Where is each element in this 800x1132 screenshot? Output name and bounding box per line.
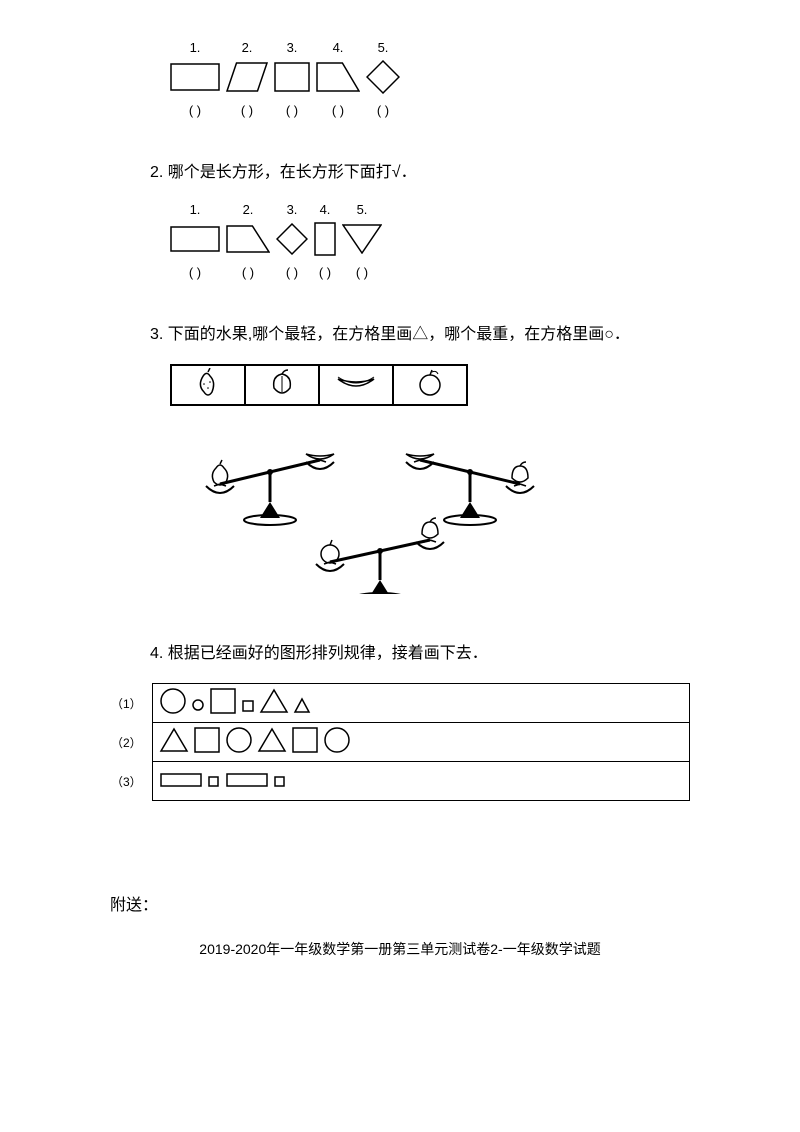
pattern-shape: [291, 726, 319, 759]
fruit-cell-peach: [245, 365, 319, 405]
question-2: 2. 哪个是长方形，在长方形下面打√． 1. ( ) 2. ( ) 3. ( )…: [110, 158, 690, 280]
shape-number: 2.: [226, 40, 268, 55]
answer-blank: ( ): [226, 103, 268, 118]
answer-blank: ( ): [170, 265, 220, 280]
pattern-shape: [241, 687, 255, 720]
answer-blank: ( ): [274, 103, 310, 118]
pattern-shape: [207, 765, 221, 798]
pattern-shape: [193, 726, 221, 759]
pattern-row-label: （2）: [110, 723, 153, 762]
attachment-title: 2019-2020年一年级数学第一册第三单元测试卷2-一年级数学试题: [110, 939, 690, 959]
fruit-grid: [170, 364, 468, 406]
question-4-text: 4. 根据已经画好的图形排列规律，接着画下去．: [150, 639, 690, 663]
shape-item: 4. ( ): [314, 202, 336, 280]
answer-blank: ( ): [316, 103, 360, 118]
shape-icon: [226, 221, 270, 257]
question-4: 4. 根据已经画好的图形排列规律，接着画下去． （1）（2）（3）: [110, 639, 690, 801]
fruit-cell-banana: [319, 365, 393, 405]
pattern-table: （1）（2）（3）: [110, 683, 690, 801]
pattern-shape: [159, 765, 203, 798]
shape-item: 4. ( ): [316, 40, 360, 118]
pattern-shape: [191, 687, 205, 720]
shape-number: 4.: [314, 202, 336, 217]
shape-item: 3. ( ): [276, 202, 308, 280]
pattern-shape: [293, 687, 311, 720]
shape-number: 3.: [276, 202, 308, 217]
answer-blank: ( ): [170, 103, 220, 118]
question-2-text: 2. 哪个是长方形，在长方形下面打√．: [150, 158, 690, 182]
shape-icon: [170, 221, 220, 257]
balance-scales: [170, 414, 690, 599]
pattern-shape: [159, 726, 189, 759]
pattern-shape: [225, 726, 253, 759]
shape-item: 5. ( ): [342, 202, 382, 280]
shape-number: 5.: [342, 202, 382, 217]
pattern-row-cell: [153, 762, 690, 801]
pattern-row-cell: [153, 684, 690, 723]
shape-icon: [314, 221, 336, 257]
question-1-shapes: 1. ( ) 2. ( ) 3. ( ) 4. ( ) 5. ( ): [110, 40, 690, 118]
shape-item: 1. ( ): [170, 202, 220, 280]
pattern-shape: [257, 726, 287, 759]
pattern-shape: [159, 687, 187, 720]
shape-number: 3.: [274, 40, 310, 55]
shape-number: 1.: [170, 202, 220, 217]
pattern-shape: [323, 726, 351, 759]
shape-icon: [226, 59, 268, 95]
shape-icon: [276, 221, 308, 257]
shape-icon: [316, 59, 360, 95]
pattern-shape: [225, 765, 269, 798]
pattern-row-cell: [153, 723, 690, 762]
shape-number: 2.: [226, 202, 270, 217]
shape-icon: [366, 59, 400, 95]
shape-number: 1.: [170, 40, 220, 55]
shape-number: 4.: [316, 40, 360, 55]
shape-icon: [170, 59, 220, 95]
pattern-shape: [259, 687, 289, 720]
shape-icon: [274, 59, 310, 95]
shape-item: 5. ( ): [366, 40, 400, 118]
shape-number: 5.: [366, 40, 400, 55]
answer-blank: ( ): [366, 103, 400, 118]
pattern-row-label: （1）: [110, 684, 153, 723]
shape-item: 1. ( ): [170, 40, 220, 118]
question-3: 3. 下面的水果,哪个最轻，在方格里画△，哪个最重，在方格里画○．: [110, 320, 690, 599]
answer-blank: ( ): [314, 265, 336, 280]
answer-blank: ( ): [226, 265, 270, 280]
shape-item: 3. ( ): [274, 40, 310, 118]
answer-blank: ( ): [276, 265, 308, 280]
fruit-cell-pear: [171, 365, 245, 405]
pattern-shape: [273, 765, 287, 798]
pattern-row-label: （3）: [110, 762, 153, 801]
shape-item: 2. ( ): [226, 202, 270, 280]
fruit-cell-apple: [393, 365, 467, 405]
answer-blank: ( ): [342, 265, 382, 280]
shape-icon: [342, 221, 382, 257]
pattern-shape: [209, 687, 237, 720]
shape-item: 2. ( ): [226, 40, 268, 118]
attachment-label: 附送：: [110, 891, 690, 915]
question-3-text: 3. 下面的水果,哪个最轻，在方格里画△，哪个最重，在方格里画○．: [150, 320, 690, 344]
